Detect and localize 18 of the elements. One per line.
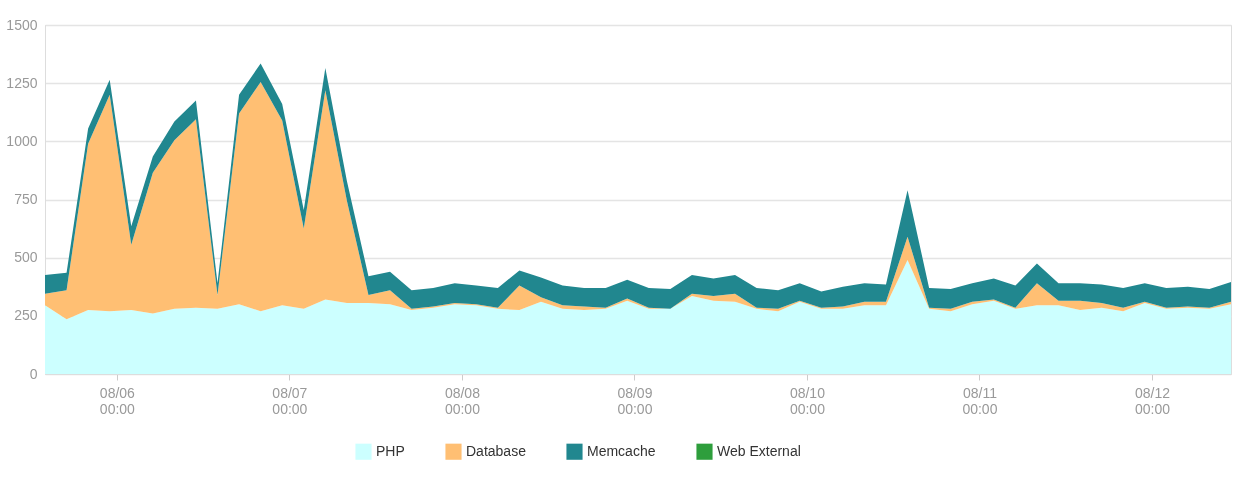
legend-label: Database — [466, 442, 527, 459]
y-tick-label: 500 — [14, 249, 38, 266]
y-tick-label: 1000 — [6, 132, 38, 149]
legend-label: Memcache — [587, 442, 656, 459]
legend-label: Web External — [717, 442, 801, 459]
x-tick-label: 08/07 00:00 — [272, 384, 308, 417]
y-tick-label: 250 — [14, 307, 38, 324]
x-tick-label: 08/06 00:00 — [99, 384, 136, 417]
x-tick-label: 08/11 00:00 — [962, 384, 998, 417]
x-tick-label: 08/09 00:00 — [617, 384, 653, 417]
legend-label: PHP — [376, 442, 405, 459]
x-tick-label: 08/12 00:00 — [1134, 384, 1171, 417]
y-tick-label: 0 — [29, 365, 38, 382]
x-tick-label: 08/10 00:00 — [789, 384, 826, 417]
y-tick-label: 1500 — [6, 16, 38, 33]
x-tick-label: 08/08 00:00 — [444, 384, 481, 417]
y-tick-label: 750 — [14, 191, 38, 207]
y-tick-label: 1250 — [6, 74, 38, 91]
